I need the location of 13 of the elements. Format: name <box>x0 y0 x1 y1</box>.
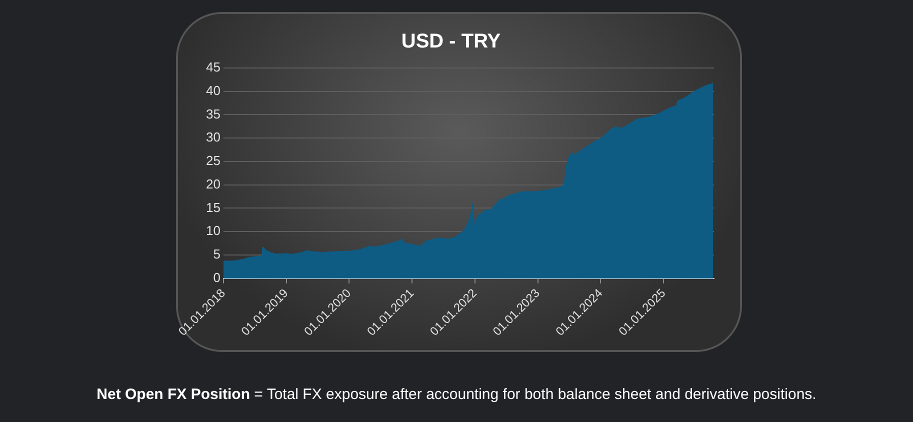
y-tick-label: 0 <box>213 270 220 285</box>
y-tick-label: 15 <box>206 200 220 215</box>
y-tick-label: 40 <box>206 82 220 98</box>
y-tick-label: 25 <box>206 153 220 168</box>
text: Net Open FX Position <box>96 386 250 403</box>
y-tick-label: 20 <box>206 176 220 192</box>
text: = Total FX exposure after accounting for both balance sheet and derivative positions. <box>253 386 816 403</box>
chart-title: USD - TRY <box>401 30 502 53</box>
y-tick-label: 35 <box>206 106 220 122</box>
y-tick-label: 45 <box>206 60 220 75</box>
y-tick-label: 10 <box>206 223 220 238</box>
y-tick-label: 5 <box>213 246 220 262</box>
y-tick-label: 30 <box>206 130 220 145</box>
